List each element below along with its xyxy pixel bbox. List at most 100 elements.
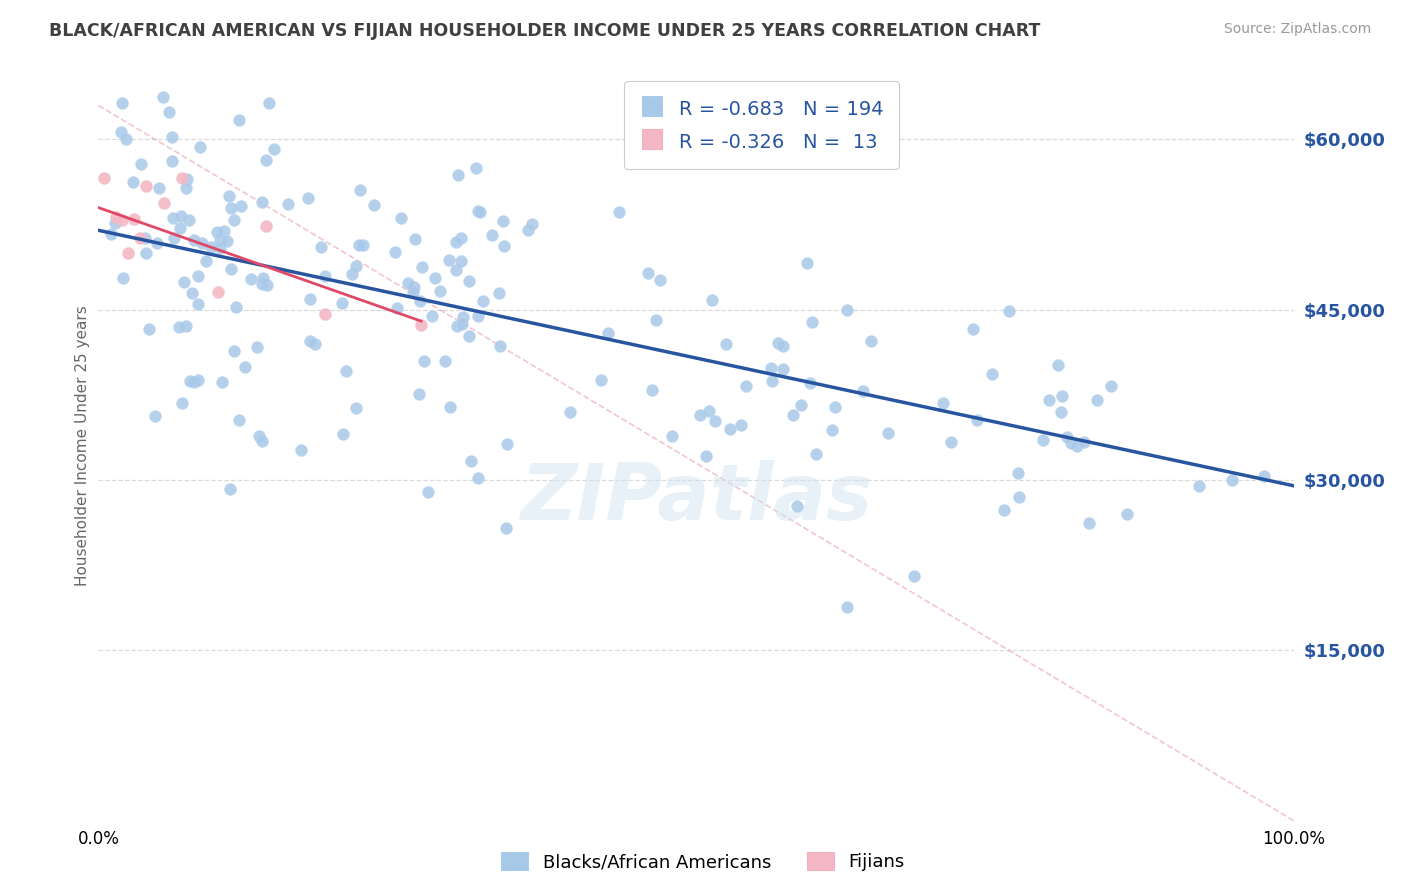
Point bbox=[170, 395, 193, 409]
Point bbox=[800, 314, 823, 328]
Point bbox=[170, 209, 193, 223]
Point bbox=[450, 230, 472, 244]
Point bbox=[494, 239, 516, 253]
Point bbox=[772, 361, 794, 376]
Point bbox=[110, 125, 132, 139]
Point bbox=[190, 139, 212, 153]
Point bbox=[852, 384, 875, 398]
Point bbox=[121, 175, 143, 189]
Point bbox=[228, 413, 250, 427]
Point bbox=[169, 319, 191, 334]
Point bbox=[689, 409, 711, 423]
Legend: Blacks/African Americans, Fijians: Blacks/African Americans, Fijians bbox=[494, 845, 912, 879]
Point bbox=[352, 238, 374, 252]
Point bbox=[200, 240, 222, 254]
Point bbox=[772, 339, 794, 353]
Point bbox=[363, 198, 385, 212]
Point bbox=[939, 435, 962, 450]
Point bbox=[209, 233, 232, 247]
Point bbox=[1008, 491, 1031, 505]
Point bbox=[661, 428, 683, 442]
Point bbox=[429, 284, 451, 298]
Point bbox=[1253, 469, 1275, 483]
Point bbox=[1220, 474, 1243, 488]
Point bbox=[135, 245, 157, 260]
Point bbox=[799, 376, 821, 390]
Point bbox=[225, 300, 247, 314]
Point bbox=[1099, 379, 1122, 393]
Point bbox=[1078, 516, 1101, 530]
Text: BLACK/AFRICAN AMERICAN VS FIJIAN HOUSEHOLDER INCOME UNDER 25 YEARS CORRELATION C: BLACK/AFRICAN AMERICAN VS FIJIAN HOUSEHO… bbox=[49, 22, 1040, 40]
Point bbox=[335, 364, 357, 378]
Point bbox=[1066, 439, 1088, 453]
Point bbox=[450, 253, 472, 268]
Point bbox=[159, 105, 181, 120]
Point bbox=[169, 220, 191, 235]
Point bbox=[111, 212, 134, 227]
Point bbox=[404, 232, 426, 246]
Point bbox=[247, 429, 270, 443]
Point bbox=[704, 414, 727, 428]
Point bbox=[1073, 435, 1095, 450]
Point bbox=[222, 343, 245, 358]
Point bbox=[824, 400, 846, 414]
Point bbox=[183, 375, 205, 389]
Point bbox=[124, 212, 146, 227]
Point bbox=[162, 211, 184, 226]
Point bbox=[143, 409, 166, 423]
Point bbox=[835, 303, 858, 318]
Point bbox=[138, 322, 160, 336]
Point bbox=[111, 96, 134, 111]
Point bbox=[314, 268, 336, 283]
Point bbox=[252, 194, 274, 209]
Point bbox=[598, 326, 620, 340]
Point bbox=[1007, 466, 1029, 480]
Point bbox=[174, 181, 197, 195]
Point bbox=[730, 418, 752, 433]
Point bbox=[821, 423, 844, 437]
Point bbox=[411, 260, 433, 274]
Point bbox=[299, 334, 322, 349]
Point bbox=[163, 231, 186, 245]
Point bbox=[782, 408, 804, 422]
Point bbox=[492, 214, 515, 228]
Point bbox=[209, 241, 232, 255]
Point bbox=[1085, 392, 1108, 407]
Point bbox=[998, 303, 1021, 318]
Point bbox=[215, 234, 238, 248]
Point bbox=[641, 384, 664, 398]
Point bbox=[467, 471, 489, 485]
Point bbox=[412, 353, 434, 368]
Point bbox=[1038, 392, 1060, 407]
Point bbox=[488, 286, 510, 301]
Point bbox=[714, 336, 737, 351]
Point bbox=[444, 235, 467, 250]
Point bbox=[205, 225, 228, 239]
Point bbox=[759, 361, 782, 376]
Point bbox=[408, 293, 430, 308]
Point bbox=[181, 286, 204, 301]
Point bbox=[637, 266, 659, 280]
Point bbox=[256, 278, 278, 293]
Point bbox=[304, 336, 326, 351]
Point bbox=[472, 294, 495, 309]
Point bbox=[450, 317, 472, 331]
Point bbox=[416, 485, 439, 500]
Point bbox=[129, 157, 152, 171]
Point bbox=[344, 401, 367, 416]
Point bbox=[254, 219, 277, 234]
Point bbox=[93, 170, 115, 185]
Point bbox=[176, 171, 198, 186]
Point bbox=[340, 267, 363, 281]
Point bbox=[297, 191, 319, 205]
Point bbox=[344, 259, 367, 273]
Point bbox=[1115, 508, 1137, 522]
Point bbox=[966, 413, 988, 427]
Point bbox=[420, 309, 443, 323]
Point bbox=[425, 271, 447, 285]
Point bbox=[467, 309, 489, 323]
Point bbox=[702, 293, 724, 307]
Point bbox=[162, 153, 184, 168]
Point bbox=[148, 180, 170, 194]
Point bbox=[187, 268, 209, 283]
